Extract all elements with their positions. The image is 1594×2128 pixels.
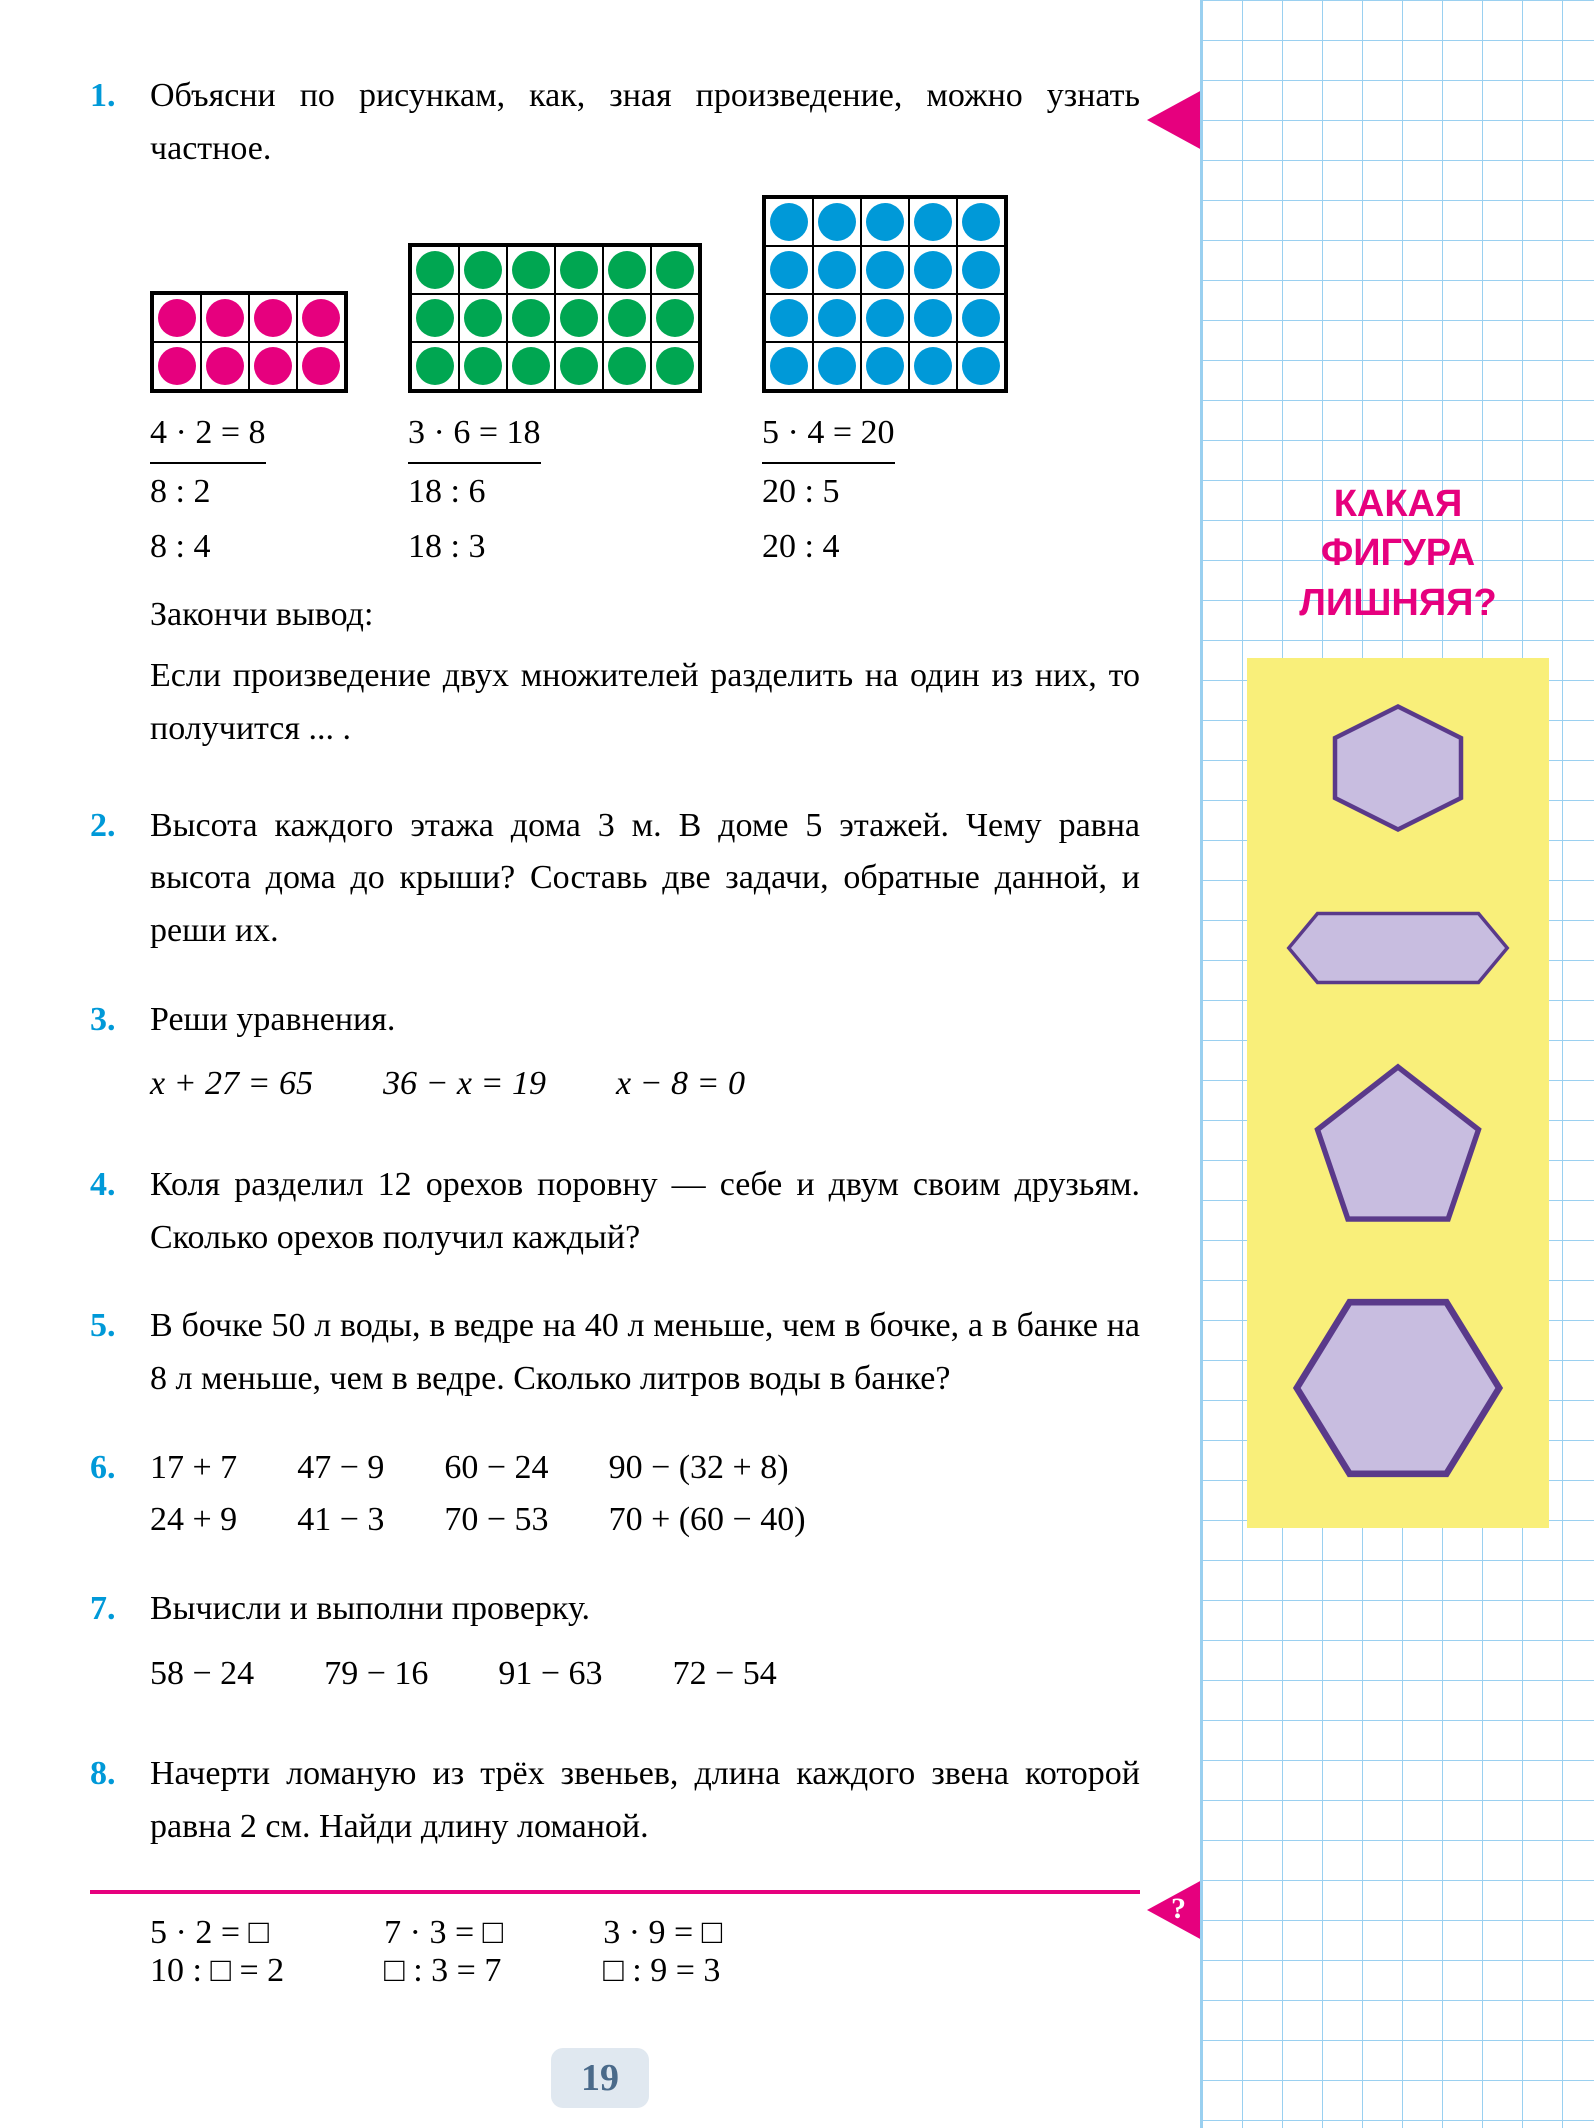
dot-grid — [408, 243, 702, 393]
equation-row: 58 − 24 79 − 16 91 − 63 72 − 54 — [150, 1648, 1140, 1701]
hexagon-large-icon — [1288, 1288, 1508, 1488]
problem-2: 2. Высота каждого этажа дома 3 м. В доме… — [90, 800, 1140, 958]
array-equations: 4 · 2 = 88 : 28 : 4 — [150, 405, 266, 575]
problem-text: Высота каждого этажа дома 3 м. В доме 5 … — [150, 800, 1140, 958]
problem-number: 8. — [90, 1748, 150, 1853]
dot-grid — [150, 291, 348, 393]
dot-array-block: 3 · 6 = 1818 : 618 : 3 — [408, 243, 702, 575]
triangle-marker-icon — [1147, 90, 1202, 150]
page-content: 1. Объясни по рисункам, как, зная произв… — [0, 0, 1200, 2128]
problem-number: 7. — [90, 1583, 150, 1712]
problem-number: 4. — [90, 1159, 150, 1264]
problem-text: Коля разделил 12 орехов поровну — себе и… — [150, 1159, 1140, 1264]
problem-7: 7. Вычисли и выполни проверку. 58 − 24 7… — [90, 1583, 1140, 1712]
problem-4: 4. Коля разделил 12 орехов поровну — себ… — [90, 1159, 1140, 1264]
sidebar: КАКАЯ ФИГУРА ЛИШНЯЯ? — [1200, 0, 1594, 2128]
arith-column: 17 + 724 + 9 — [150, 1442, 237, 1547]
array-equations: 3 · 6 = 1818 : 618 : 3 — [408, 405, 541, 575]
problem-text: Начерти ломаную из трёх звеньев, длина к… — [150, 1748, 1140, 1853]
arith-column: 90 − (32 + 8)70 + (60 − 40) — [609, 1442, 806, 1547]
arith-column: 47 − 941 − 3 — [297, 1442, 384, 1547]
bottom-exercises: 5 · 2 = □ 10 : □ = 2 7 · 3 = □ □ : 3 = 7… — [150, 1914, 1140, 1990]
problem-6: 6. 17 + 724 + 9 47 − 941 − 3 60 − 2470 − 5… — [90, 1442, 1140, 1547]
problem-text: В бочке 50 л воды, в ведре на 40 л меньш… — [150, 1300, 1140, 1405]
dot-array-block: 5 · 4 = 2020 : 520 : 4 — [762, 195, 1008, 575]
page-number: 19 — [551, 2048, 649, 2108]
arithmetic-columns: 17 + 724 + 9 47 − 941 − 3 60 − 2470 − 53 90… — [150, 1442, 1140, 1547]
problem-5: 5. В бочке 50 л воды, в ведре на 40 л ме… — [90, 1300, 1140, 1405]
dot-array-row: 4 · 2 = 88 : 28 : 4 3 · 6 = 1818 : 618 : … — [150, 195, 1140, 575]
problem-number: 5. — [90, 1300, 150, 1405]
elongated-hexagon-icon — [1283, 898, 1513, 998]
problem-number: 3. — [90, 994, 150, 1123]
sidebar-title: КАКАЯ ФИГУРА ЛИШНЯЯ? — [1202, 480, 1594, 628]
problem-text: Вычисли и выполни проверку. 58 − 24 79 −… — [150, 1583, 1140, 1712]
hexagon-small-icon — [1323, 698, 1473, 838]
array-equations: 5 · 4 = 2020 : 520 : 4 — [762, 405, 895, 575]
problem-text: Объясни по рисункам, как, зная произведе… — [150, 70, 1140, 764]
dot-array-block: 4 · 2 = 88 : 28 : 4 — [150, 291, 348, 575]
arith-column: 60 − 2470 − 53 — [444, 1442, 548, 1547]
problem-text: Реши уравнения. x + 27 = 65 36 − x = 19 … — [150, 994, 1140, 1123]
problem-8: 8. Начерти ломаную из трёх звеньев, длин… — [90, 1748, 1140, 1853]
problem-number: 6. — [90, 1442, 150, 1547]
pentagon-icon — [1308, 1058, 1488, 1228]
problem-number: 1. — [90, 70, 150, 764]
problem-3: 3. Реши уравнения. x + 27 = 65 36 − x = … — [90, 994, 1140, 1123]
problem-number: 2. — [90, 800, 150, 958]
question-marker-icon — [1147, 1880, 1202, 1940]
problem-1: 1. Объясни по рисункам, как, зная произв… — [90, 70, 1140, 764]
divider — [90, 1890, 1140, 1894]
equation-row: x + 27 = 65 36 − x = 19 x − 8 = 0 — [150, 1058, 1140, 1111]
dot-grid — [762, 195, 1008, 393]
shapes-box — [1247, 658, 1549, 1528]
